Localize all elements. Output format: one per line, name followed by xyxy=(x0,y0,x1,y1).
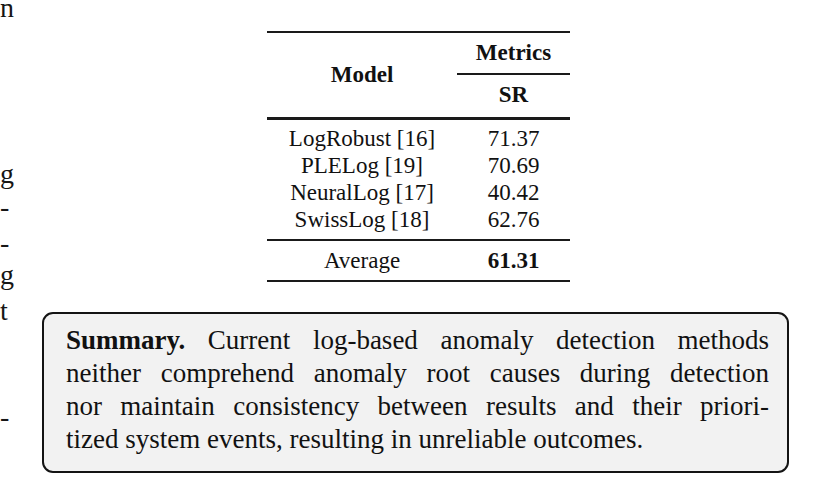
left-fragment: - xyxy=(0,193,9,221)
left-fragment: - xyxy=(0,403,9,431)
table-row: LogRobust [16] 71.37 xyxy=(267,125,570,152)
column-header-metrics-group: Metrics SR xyxy=(457,33,570,117)
model-cell: PLELog [19] xyxy=(267,152,457,179)
summary-title: Summary. xyxy=(66,325,185,355)
table-header: Model Metrics SR xyxy=(267,33,570,117)
left-fragment: g xyxy=(0,160,14,188)
summary-line-1-text: Current log-based anomaly detection meth… xyxy=(208,325,769,355)
sr-cell: 62.76 xyxy=(457,206,570,233)
table-row: PLELog [19] 70.69 xyxy=(267,152,570,179)
left-fragment: g xyxy=(0,261,14,289)
summary-line-1: Summary. Current log-based anomaly detec… xyxy=(66,324,769,357)
model-cell: NeuralLog [17] xyxy=(267,179,457,206)
table-bottom-rule xyxy=(267,280,570,282)
model-cell: SwissLog [18] xyxy=(267,206,457,233)
left-fragment: t xyxy=(0,297,8,325)
summary-line-3: nor maintain consistency between results… xyxy=(66,390,769,423)
sr-cell: 70.69 xyxy=(457,152,570,179)
sr-cell: 71.37 xyxy=(457,125,570,152)
summary-line-2: neither comprehend anomaly root causes d… xyxy=(66,357,769,390)
average-row: Average 61.31 xyxy=(267,241,570,280)
average-sr-value: 61.31 xyxy=(457,241,570,280)
model-cell: LogRobust [16] xyxy=(267,125,457,152)
left-fragment: n xyxy=(0,0,14,22)
average-label: Average xyxy=(267,241,457,280)
table-row: NeuralLog [17] 40.42 xyxy=(267,179,570,206)
summary-line-4: tized system events, resulting in unreli… xyxy=(66,423,769,456)
table-row: SwissLog [18] 62.76 xyxy=(267,206,570,233)
table-body: LogRobust [16] 71.37 PLELog [19] 70.69 N… xyxy=(267,120,570,239)
metrics-group-label: Metrics xyxy=(457,33,570,73)
left-fragment: - xyxy=(0,229,9,257)
results-table: Model Metrics SR LogRobust [16] 71.37 PL… xyxy=(267,31,570,282)
column-header-model: Model xyxy=(267,33,457,117)
column-header-sr: SR xyxy=(457,75,570,115)
sr-cell: 40.42 xyxy=(457,179,570,206)
summary-box: Summary. Current log-based anomaly detec… xyxy=(42,312,789,473)
